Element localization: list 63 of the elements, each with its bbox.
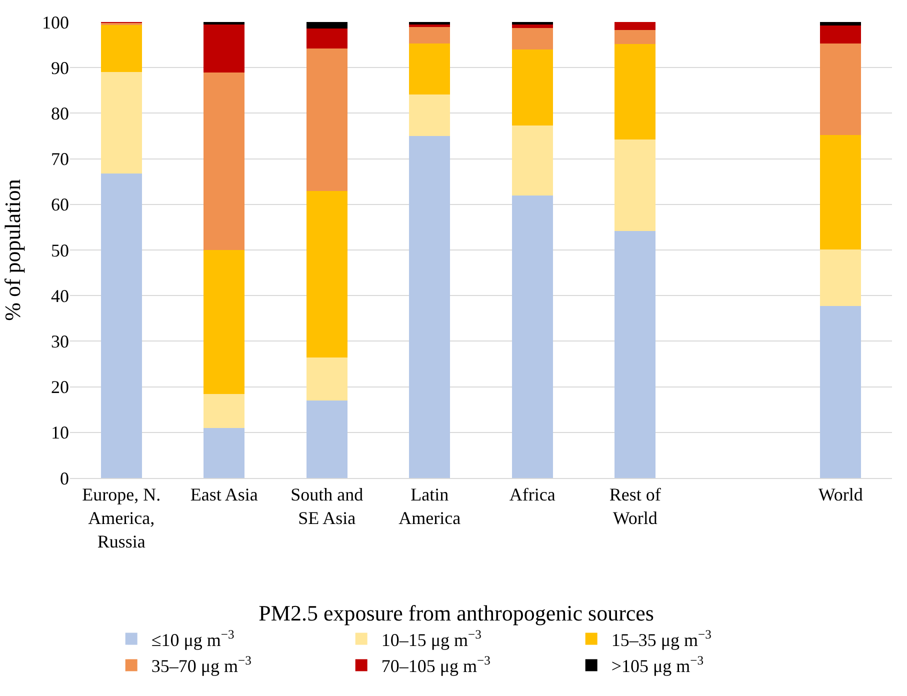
bar bbox=[512, 28, 553, 50]
bar bbox=[614, 30, 656, 44]
y-tick-label: 40 bbox=[51, 286, 69, 306]
y-tick-label: 80 bbox=[51, 104, 69, 124]
bar bbox=[100, 173, 142, 478]
bar bbox=[306, 28, 348, 48]
y-tick-label: 90 bbox=[51, 58, 69, 78]
bar bbox=[512, 195, 553, 478]
bar bbox=[512, 22, 553, 25]
y-axis-title: % of population bbox=[0, 179, 25, 321]
y-tick-label: 60 bbox=[51, 194, 69, 215]
bar bbox=[409, 94, 450, 136]
bar bbox=[820, 135, 862, 250]
x-tick-label: Africa bbox=[509, 484, 556, 505]
bar bbox=[614, 140, 656, 231]
y-tick-label: 50 bbox=[51, 240, 69, 260]
bar bbox=[614, 44, 656, 140]
bar bbox=[100, 24, 142, 72]
bar bbox=[306, 400, 348, 478]
legend-label: >105 μg m$^{−3}$ bbox=[611, 654, 704, 676]
bar bbox=[204, 22, 245, 25]
bar bbox=[512, 126, 553, 196]
y-tick-label: 100 bbox=[42, 12, 69, 32]
bar bbox=[204, 250, 245, 394]
bar bbox=[306, 48, 348, 192]
legend-label: 35–70 μg m$^{−3}$ bbox=[151, 654, 252, 676]
y-tick-label: 70 bbox=[51, 149, 69, 170]
legend-label: 10–15 μg m$^{−3}$ bbox=[381, 627, 482, 650]
bar bbox=[204, 72, 245, 250]
bar bbox=[100, 72, 142, 174]
bar bbox=[306, 22, 348, 28]
legend-title: PM2.5 exposure from anthropogenic sources bbox=[258, 600, 654, 626]
bar bbox=[409, 22, 450, 25]
bar bbox=[512, 24, 553, 28]
bar bbox=[820, 250, 862, 306]
bar bbox=[820, 22, 862, 26]
bar bbox=[614, 22, 656, 30]
legend-label: 70–105 μg m$^{−3}$ bbox=[381, 654, 490, 676]
y-tick-label: 20 bbox=[51, 377, 69, 398]
bar bbox=[204, 24, 245, 73]
bar bbox=[614, 230, 656, 478]
bar bbox=[204, 428, 245, 478]
y-tick-label: 10 bbox=[51, 422, 69, 443]
bar bbox=[409, 43, 450, 94]
legend-label: ≤10 μg m$^{−3}$ bbox=[151, 627, 234, 650]
x-tick-label: Latin America bbox=[398, 484, 461, 528]
bar bbox=[409, 136, 450, 478]
y-tick-label: 30 bbox=[51, 332, 69, 352]
bar bbox=[306, 358, 348, 400]
bar bbox=[512, 49, 553, 126]
x-tick-label: Europe, N. America, Russia bbox=[82, 484, 161, 552]
bar bbox=[820, 43, 862, 136]
legend-label: 15–35 μg m$^{−3}$ bbox=[611, 627, 712, 650]
bar bbox=[204, 394, 245, 428]
bar bbox=[409, 26, 450, 44]
x-tick-label: Rest of World bbox=[609, 484, 661, 528]
y-tick-label: 0 bbox=[60, 468, 69, 488]
x-tick-label: South and SE Asia bbox=[290, 484, 364, 528]
bar bbox=[306, 191, 348, 358]
bar bbox=[820, 26, 862, 44]
x-tick-label: East Asia bbox=[190, 484, 258, 505]
bar bbox=[820, 306, 862, 478]
x-tick-label: World bbox=[818, 484, 863, 505]
